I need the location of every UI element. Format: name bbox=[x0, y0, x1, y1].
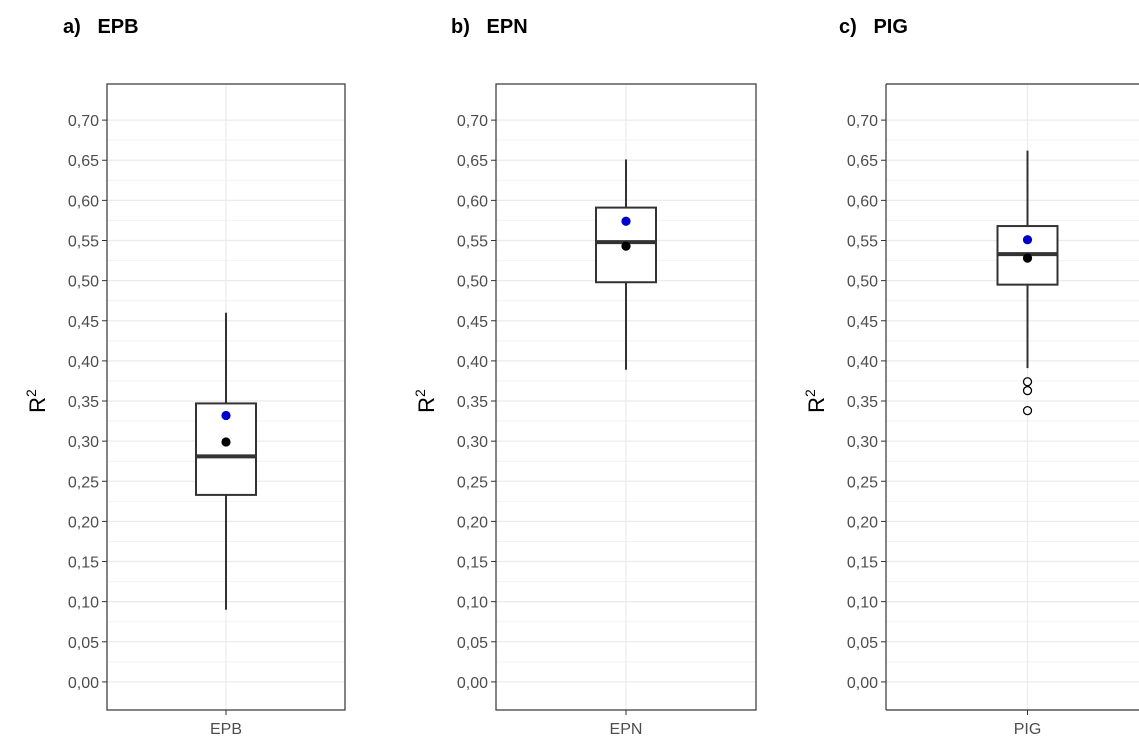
y-tick-label: 0,70 bbox=[847, 113, 878, 130]
y-tick-label: 0,10 bbox=[847, 595, 878, 612]
y-tick-label: 0,15 bbox=[68, 555, 99, 572]
y-tick-label: 0,50 bbox=[68, 274, 99, 291]
y-tick-label: 0,15 bbox=[847, 555, 878, 572]
y-tick-label: 0,35 bbox=[68, 394, 99, 411]
y-tick-label: 0,65 bbox=[68, 153, 99, 170]
outlier-point bbox=[1022, 377, 1033, 387]
y-tick-label: 0,00 bbox=[847, 675, 878, 692]
y-tick-label: 0,00 bbox=[68, 675, 99, 692]
panel-a: 0,00 0,05 0,10 0,15 0,20 0,25 0,30 0,35 0,40 0,45… bbox=[23, 83, 346, 738]
y-tick-label: 0,10 bbox=[68, 595, 99, 612]
mean-point-black bbox=[1022, 253, 1033, 263]
y-axis-title: R2 bbox=[412, 389, 439, 413]
y-tick-label: 0,05 bbox=[847, 635, 878, 652]
mean-point-black bbox=[221, 437, 231, 447]
panel-title-a: a) EPB bbox=[63, 16, 139, 38]
y-tick-label: 0,45 bbox=[847, 314, 878, 331]
y-tick-label: 0,15 bbox=[457, 555, 488, 572]
y-tick-label: 0,20 bbox=[847, 514, 878, 531]
y-tick-label: 0,50 bbox=[847, 274, 878, 291]
y-tick-label: 0,25 bbox=[68, 474, 99, 491]
y-tick-label: 0,10 bbox=[457, 595, 488, 612]
panel-c: 0,00 0,05 0,10 0,15 0,20 0,25 0,30 0,35 0,40 0,45… bbox=[802, 83, 1139, 738]
y-tick-label: 0,45 bbox=[457, 314, 488, 331]
y-tick-label: 0,20 bbox=[68, 514, 99, 531]
y-tick-label: 0,40 bbox=[457, 354, 488, 371]
y-tick-label: 0,05 bbox=[68, 635, 99, 652]
y-tick-label: 0,65 bbox=[847, 153, 878, 170]
x-tick-label: EPN bbox=[610, 721, 643, 738]
y-tick-label: 0,35 bbox=[457, 394, 488, 411]
mean-point-blue bbox=[621, 216, 631, 226]
y-tick-label: 0,00 bbox=[457, 675, 488, 692]
y-tick-label: 0,45 bbox=[68, 314, 99, 331]
panel-title-b: b) EPN bbox=[451, 16, 528, 38]
y-tick-label: 0,55 bbox=[68, 234, 99, 251]
y-tick-label: 0,30 bbox=[68, 434, 99, 451]
x-tick-label: EPB bbox=[210, 721, 242, 738]
y-tick-label: 0,60 bbox=[68, 193, 99, 210]
y-tick-label: 0,60 bbox=[457, 193, 488, 210]
y-tick-label: 0,30 bbox=[847, 434, 878, 451]
x-tick-label: PIG bbox=[1014, 721, 1042, 738]
y-tick-label: 0,05 bbox=[457, 635, 488, 652]
y-tick-label: 0,40 bbox=[68, 354, 99, 371]
y-tick-label: 0,70 bbox=[68, 113, 99, 130]
mean-point-blue bbox=[221, 410, 231, 421]
y-tick-label: 0,40 bbox=[847, 354, 878, 371]
outlier-point bbox=[1022, 405, 1033, 416]
y-tick-label: 0,25 bbox=[457, 474, 488, 491]
panel-b: 0,00 0,05 0,10 0,15 0,20 0,25 0,30 0,35 0,40 0,45… bbox=[412, 83, 757, 738]
outlier-point bbox=[1022, 385, 1033, 396]
panel-title-c: c) PIG bbox=[839, 16, 908, 38]
y-tick-label: 0,30 bbox=[457, 434, 488, 451]
y-axis-title: R2 bbox=[23, 389, 50, 413]
y-axis-title: R2 bbox=[802, 389, 829, 413]
y-tick-label: 0,55 bbox=[847, 234, 878, 251]
y-tick-label: 0,25 bbox=[847, 474, 878, 491]
y-tick-label: 0,70 bbox=[457, 113, 488, 130]
y-tick-label: 0,55 bbox=[457, 234, 488, 251]
y-tick-label: 0,20 bbox=[457, 514, 488, 531]
y-tick-label: 0,50 bbox=[457, 274, 488, 291]
y-tick-label: 0,35 bbox=[847, 394, 878, 411]
mean-point-black bbox=[621, 241, 631, 251]
mean-point-blue bbox=[1022, 235, 1033, 245]
y-tick-label: 0,60 bbox=[847, 193, 878, 210]
y-tick-label: 0,65 bbox=[457, 153, 488, 170]
